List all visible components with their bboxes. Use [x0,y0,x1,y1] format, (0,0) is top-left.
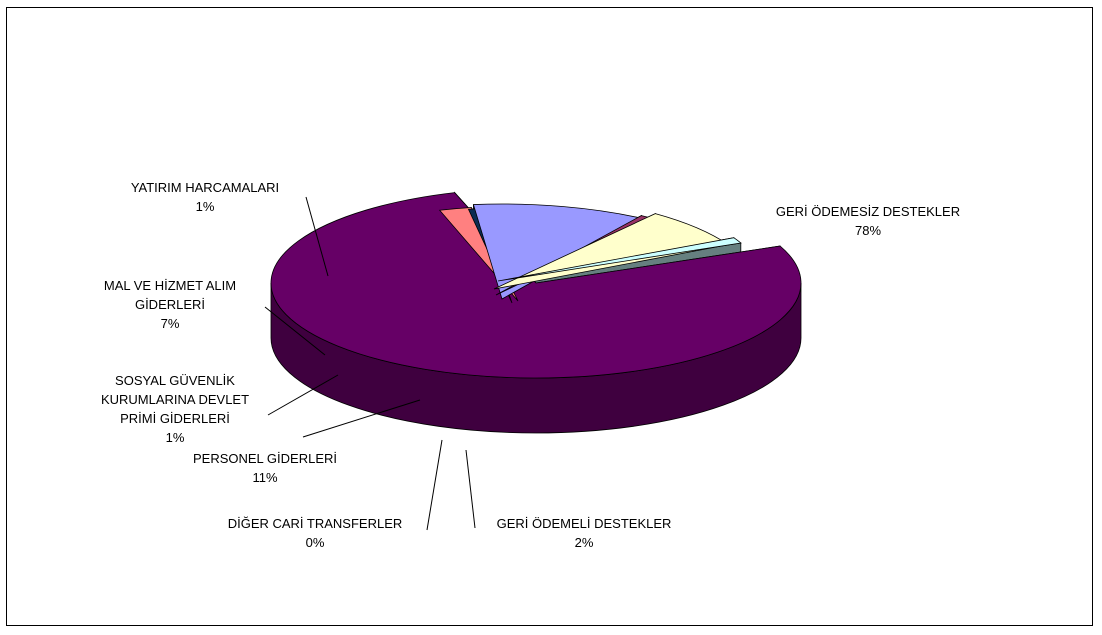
geri-odemesiz-destekler-label: GERİ ÖDEMESİZ DESTEKLER 78% [776,204,960,238]
personel-giderleri-label: PERSONEL GİDERLERİ 11% [193,451,337,485]
personel-giderleri-leader-line [302,399,421,438]
yatirim-harcamalari-slice [497,237,742,282]
slice-labels: GERİ ÖDEMESİZ DESTEKLER 78% GERİ ÖDEMELİ D… [101,180,960,550]
geri-odemesiz-destekler-slice [270,192,802,379]
geri-odemeli-destekler-leader-line [465,449,476,529]
sosyal-guvenlik-leader-line [267,374,339,416]
diger-cari-transferler-label: DİĞER CARİ TRANSFERLER 0% [228,516,403,550]
sosyal-guvenlik-label: SOSYAL GÜVENLİK KURUMLARINA DEVLET PRİMİ G… [101,373,249,445]
personel-giderleri-slice [472,203,646,300]
mal-ve-hizmet-leader-line [264,306,326,356]
geri-odemeli-destekler-label: GERİ ÖDEMELİ DESTEKLER 2% [497,516,672,550]
yatirim-harcamalari-leader-line [305,196,329,277]
mal-ve-hizmet-label: MAL VE HİZMET ALIM GİDERLERİ 7% [104,278,236,331]
leader-lines [264,196,476,531]
yatirim-harcamalari-label: YATIRIM HARCAMALARI 1% [131,180,279,214]
diger-cari-transferler-leader-line [426,439,443,531]
slice-tops [270,192,802,379]
